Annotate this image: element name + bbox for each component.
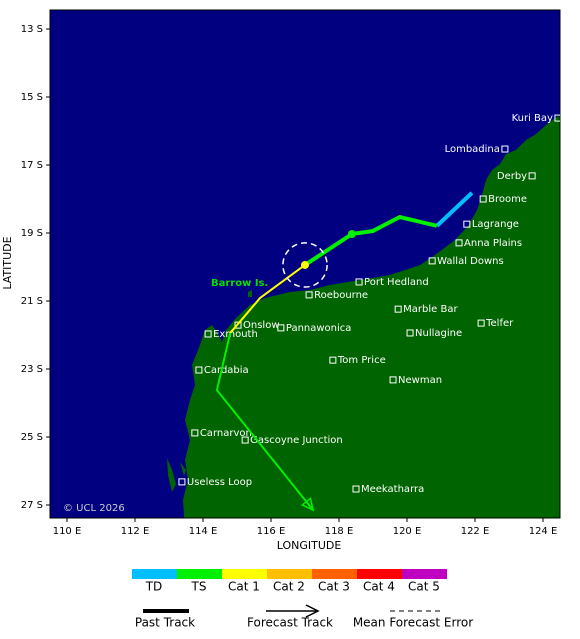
- x-tick-label: 118 E: [325, 526, 354, 537]
- place-marker: [501, 145, 509, 153]
- place-marker: [389, 376, 397, 384]
- place-label: Anna Plains: [464, 238, 522, 249]
- place-label: Carnarvon: [200, 428, 252, 439]
- place-label: Useless Loop: [187, 477, 252, 488]
- place-marker: [394, 305, 402, 313]
- x-tick-label: 116 E: [257, 526, 286, 537]
- legend-arrow: [305, 604, 320, 618]
- track-point: [301, 260, 309, 269]
- legend-swatch: [267, 569, 312, 579]
- forecast-track: [215, 332, 314, 511]
- past-track: [435, 191, 474, 228]
- place-marker: [406, 329, 414, 337]
- legend-swatch: [132, 569, 177, 579]
- legend-category: Cat 5: [408, 580, 440, 594]
- x-tick-label: 112 E: [121, 526, 150, 537]
- place-label: Gascoyne Junction: [250, 435, 343, 446]
- place-marker: [305, 291, 313, 299]
- forecast-track: [229, 264, 306, 334]
- place-label: Telfer: [485, 318, 514, 329]
- place-label: Wallal Downs: [437, 256, 504, 267]
- island: [520, 156, 528, 164]
- legend-swatch: [222, 569, 267, 579]
- place-marker: [329, 356, 337, 364]
- legend-swatch: [177, 569, 222, 579]
- place-label: Lombadina: [445, 144, 500, 155]
- place-marker: [463, 220, 471, 228]
- place-label: Nullagine: [415, 328, 462, 339]
- island: [180, 462, 186, 476]
- place-marker: [528, 172, 536, 180]
- island-label: Barrow Is.: [211, 278, 268, 289]
- legend-category: Cat 2: [273, 580, 305, 594]
- place-label: Meekatharra: [361, 484, 424, 495]
- legend-category: Cat 3: [318, 580, 350, 594]
- legend-label: Past Track: [135, 616, 195, 630]
- place-label: Marble Bar: [403, 304, 458, 315]
- y-tick-label: 17 S: [21, 160, 43, 171]
- place-marker: [178, 478, 186, 486]
- y-tick-label: 23 S: [21, 364, 43, 375]
- legend-category: TS: [191, 580, 207, 594]
- legend-label: Forecast Track: [247, 616, 333, 630]
- x-tick-label: 122 E: [461, 526, 490, 537]
- place-label: Tom Price: [337, 355, 386, 366]
- place-label: Newman: [398, 375, 442, 386]
- place-marker: [355, 278, 363, 286]
- place-marker: [277, 324, 285, 332]
- coast: [183, 115, 560, 518]
- place-label: Pannawonica: [286, 323, 352, 334]
- x-tick-label: 114 E: [189, 526, 218, 537]
- place-label: Lagrange: [472, 219, 519, 230]
- y-tick-label: 19 S: [21, 228, 43, 239]
- place-marker: [191, 429, 199, 437]
- place-marker: [195, 366, 203, 374]
- place-marker: [455, 239, 463, 247]
- legend-label: Mean Forecast Error: [353, 616, 473, 630]
- place-label: Port Hedland: [364, 277, 429, 288]
- error-circle: [282, 242, 328, 288]
- legend-category: Cat 1: [228, 580, 260, 594]
- forecast-arrow: [300, 497, 315, 512]
- y-tick-label: 15 S: [21, 92, 43, 103]
- x-tick-label: 110 E: [53, 526, 82, 537]
- place-label: Exmouth: [213, 329, 258, 340]
- legend-category: Cat 4: [363, 580, 395, 594]
- legend-swatch: [357, 569, 402, 579]
- y-tick-label: 25 S: [21, 432, 43, 443]
- island: [167, 458, 176, 492]
- copyright: © UCL 2026: [63, 503, 125, 514]
- y-tick-label: 27 S: [21, 500, 43, 511]
- place-label: Onslow: [243, 320, 280, 331]
- map-layer: Kuri Bay Lombadina Derby Broome Lagrange Anna…: [178, 113, 560, 512]
- past-track: [303, 215, 438, 267]
- place-marker: [234, 321, 242, 329]
- land: [167, 115, 560, 518]
- place-label: Cardabia: [204, 365, 249, 376]
- y-tick-label: 13 S: [21, 24, 43, 35]
- place-marker: [352, 485, 360, 493]
- x-tick-label: 124 E: [529, 526, 558, 537]
- y-axis-title: LATITUDE: [1, 236, 14, 289]
- place-label: Roebourne: [314, 290, 368, 301]
- x-axis-title: LONGITUDE: [277, 539, 342, 552]
- track-point: [347, 230, 356, 239]
- y-tick-label: 21 S: [21, 296, 43, 307]
- place-marker: [479, 195, 487, 203]
- x-tick-label: 120 E: [393, 526, 422, 537]
- map-frame: [49, 9, 561, 519]
- place-marker: [241, 436, 249, 444]
- island: [248, 290, 252, 297]
- place-label: Kuri Bay: [512, 113, 553, 124]
- place-label: Derby: [497, 171, 527, 182]
- place-marker: [554, 114, 560, 122]
- place-label: Broome: [488, 194, 527, 205]
- legend-swatch: [402, 569, 447, 579]
- place-marker: [477, 319, 485, 327]
- legend-swatch: [312, 569, 357, 579]
- place-marker: [428, 257, 436, 265]
- place-marker: [204, 330, 212, 338]
- legend-category: TD: [145, 580, 163, 594]
